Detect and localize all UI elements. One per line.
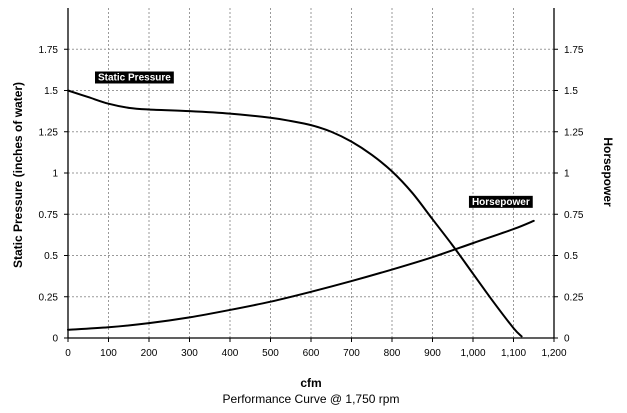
x-tick-label: 0 (65, 348, 71, 359)
x-tick-label: 200 (141, 348, 158, 359)
x-tick-label: 500 (262, 348, 279, 359)
right-y-axis-title: Horsepower (601, 137, 615, 207)
x-tick-label: 1,000 (460, 348, 485, 359)
horsepower-line (67, 219, 535, 331)
static-pressure-tag-box (95, 71, 174, 84)
left-y-axis-title: Static Pressure (inches of water) (11, 82, 25, 268)
x-tick-label: 300 (181, 348, 198, 359)
right-y-tick-label: 0 (564, 334, 570, 345)
x-tick-label: 800 (384, 348, 401, 359)
x-tick-label: 1,200 (541, 348, 566, 359)
horsepower-tag-text: Horsepower (472, 197, 530, 208)
static-pressure-line (67, 89, 523, 338)
grid-lines (68, 8, 554, 338)
left-y-tick-label: 0 (52, 334, 58, 345)
x-tick-label: 700 (343, 348, 360, 359)
left-y-tick-label: 0.25 (39, 292, 59, 303)
static-pressure-tag-text: Static Pressure (98, 73, 171, 84)
left-y-tick-label: 1 (52, 169, 58, 180)
right-y-tick-label: 1.5 (564, 86, 578, 97)
axes (64, 8, 558, 342)
left-y-tick-label: 1.5 (44, 86, 58, 97)
right-y-tick-label: 0.5 (564, 251, 578, 262)
tick-labels: 0 100 200 300 400 500 600 700 800 900 1,000 1,100 1,… (39, 45, 584, 359)
x-axis-title: cfm (300, 376, 321, 390)
horsepower-tag: Horsepower (468, 195, 533, 208)
x-tick-label: 400 (222, 348, 239, 359)
horsepower-tag-box (468, 195, 533, 208)
right-y-tick-label: 1 (564, 169, 570, 180)
left-y-tick-label: 0.5 (44, 251, 58, 262)
series-lines (67, 89, 535, 338)
x-tick-label: 600 (303, 348, 320, 359)
right-y-tick-label: 0.75 (564, 210, 584, 221)
right-y-tick-label: 0.25 (564, 292, 584, 303)
x-tick-label: 100 (100, 348, 117, 359)
right-y-tick-label: 1.25 (564, 127, 584, 138)
x-tick-label: 900 (424, 348, 441, 359)
static-pressure-tag: Static Pressure (95, 71, 174, 84)
left-y-tick-label: 0.75 (39, 210, 59, 221)
chart-caption: Performance Curve @ 1,750 rpm (223, 392, 400, 406)
series-tags: Static Pressure Horsepower (95, 71, 533, 208)
x-tick-label: 1,100 (501, 348, 526, 359)
left-y-tick-label: 1.25 (39, 127, 59, 138)
left-y-tick-label: 1.75 (39, 45, 59, 56)
right-y-tick-label: 1.75 (564, 45, 584, 56)
